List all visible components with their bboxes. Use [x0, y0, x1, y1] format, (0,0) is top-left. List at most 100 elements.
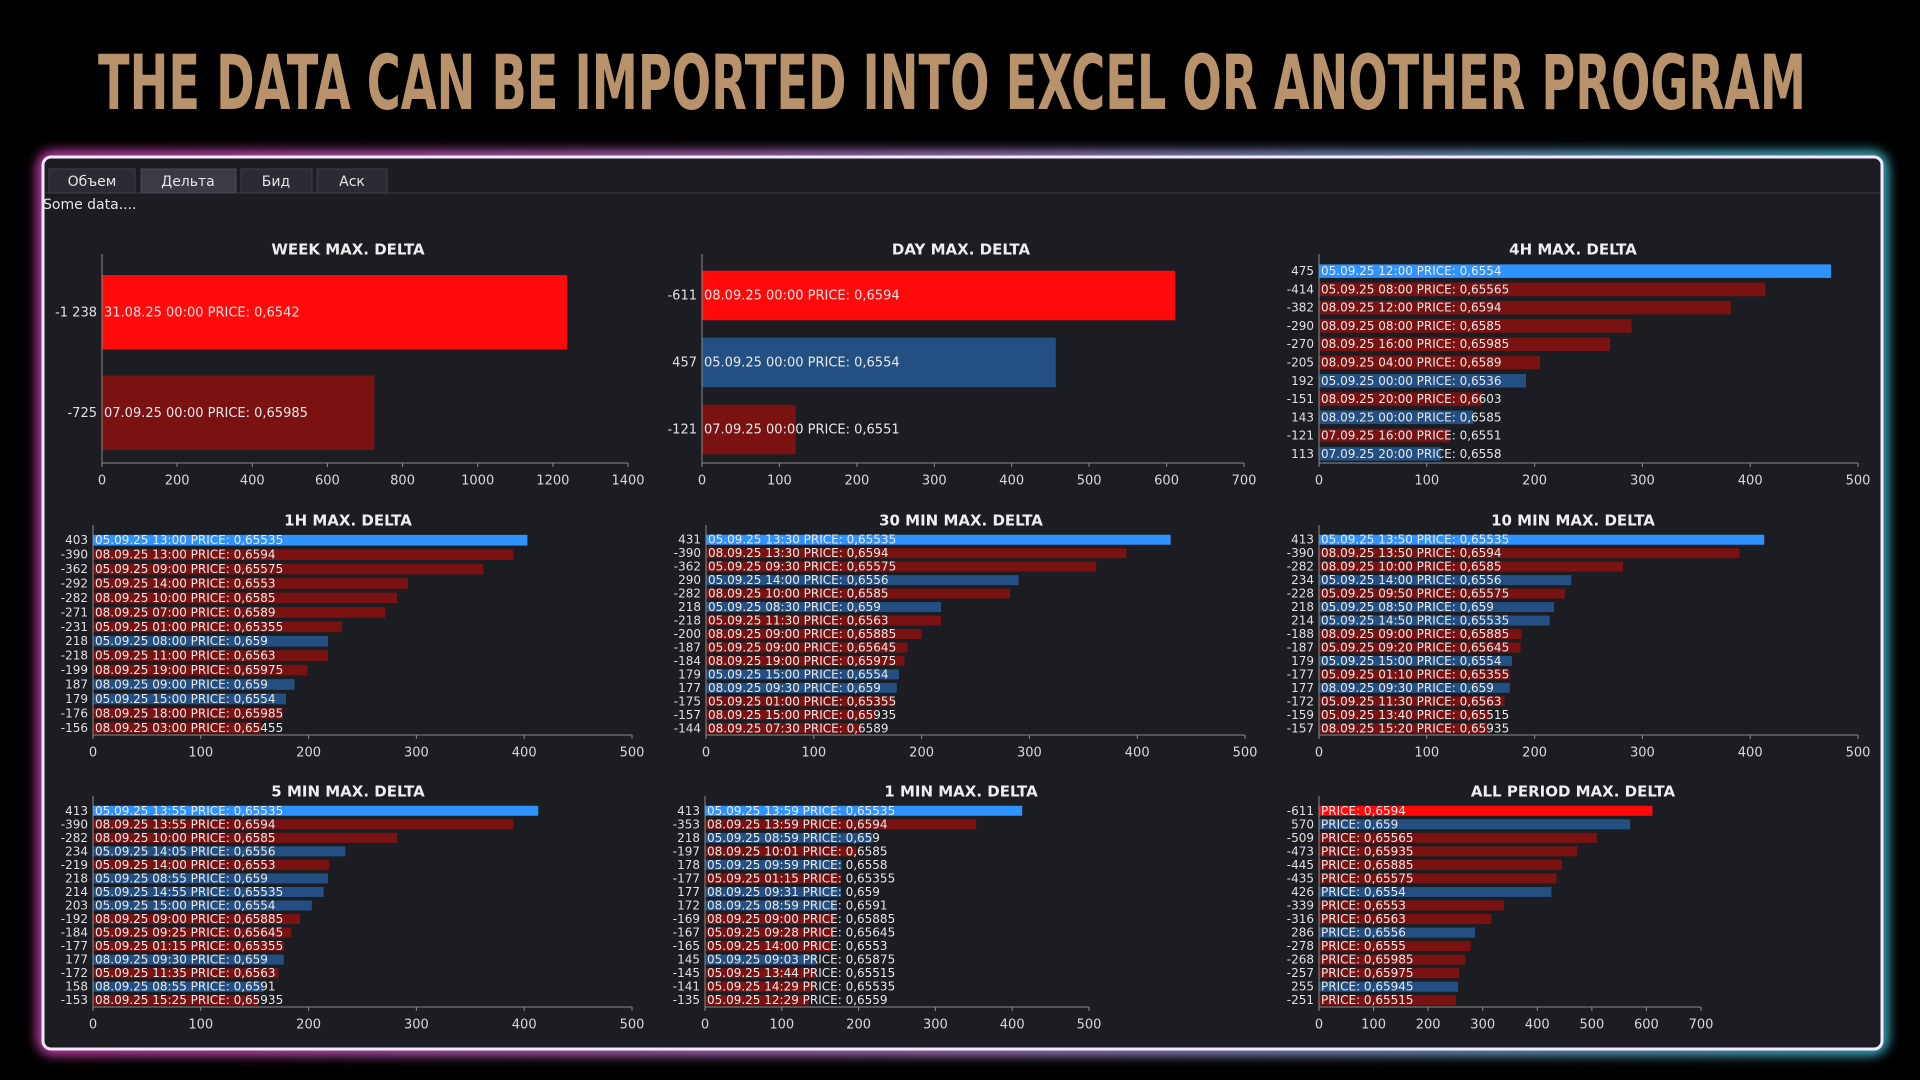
bar-label: 05.09.25 00:00 PRICE: 0,6554 [704, 356, 900, 371]
bar-label: 08.09.25 19:00 PRICE: 0,65975 [708, 654, 896, 668]
bar-label: 05.09.25 13:40 PRICE: 0,65515 [1321, 708, 1509, 722]
bar [705, 832, 873, 843]
value-label: -473 [1287, 844, 1314, 858]
tab-label[interactable]: Дельта [161, 174, 214, 190]
tab[interactable] [316, 168, 388, 194]
bar-label: 08.09.25 10:00 PRICE: 0,6585 [95, 831, 276, 845]
bar-label: 05.09.25 14:00 PRICE: 0,6553 [707, 939, 888, 953]
bar [1319, 805, 1653, 816]
tab[interactable] [240, 168, 313, 194]
value-label: -353 [673, 817, 700, 831]
bar [706, 682, 897, 693]
x-tick-label: 300 [922, 474, 947, 489]
value-label: -219 [61, 858, 88, 872]
bar-label: 05.09.25 01:15 PRICE: 0,65355 [707, 871, 895, 885]
bar [93, 650, 329, 661]
x-tick-label: 200 [909, 746, 934, 761]
value-label: 431 [678, 533, 701, 547]
x-tick-label: 1200 [536, 474, 569, 489]
value-label: -218 [61, 649, 88, 663]
bar-label: 08.09.25 10:01 PRICE: 0,6585 [707, 844, 888, 858]
bar-label: 08.09.25 00:00 PRICE: 0,6594 [704, 289, 900, 304]
panel-title: 10 MIN MAX. DELTA [1491, 512, 1655, 530]
bar [1319, 873, 1557, 884]
bar [93, 693, 286, 705]
value-label: -175 [674, 694, 701, 708]
bar-label: 07.09.25 00:00 PRICE: 0,65985 [104, 406, 308, 421]
value-label: -1 238 [55, 305, 97, 320]
x-tick-label: 300 [1630, 746, 1655, 761]
bar [93, 578, 408, 589]
bar [1319, 602, 1555, 613]
x-tick-label: 600 [1154, 474, 1179, 489]
bar [93, 914, 300, 925]
value-label: 218 [678, 600, 701, 614]
value-label: 113 [1291, 447, 1314, 461]
tab[interactable] [48, 168, 136, 194]
x-tick-label: 500 [620, 746, 645, 761]
bar-label: 08.09.25 09:30 PRICE: 0,659 [708, 681, 881, 695]
x-tick-label: 200 [296, 746, 321, 761]
x-tick-label: 1000 [461, 474, 494, 489]
value-label: 457 [672, 356, 697, 371]
bar [1319, 534, 1765, 545]
bar [1319, 954, 1466, 965]
tab-label[interactable]: Объем [68, 174, 117, 190]
bar-label: PRICE: 0,65985 [1321, 953, 1414, 967]
bar [1319, 575, 1572, 586]
bar-label: 07.09.25 00:00 PRICE: 0,6551 [704, 423, 900, 438]
bar-label: 05.09.25 01:10 PRICE: 0,65355 [1321, 667, 1509, 681]
bar [93, 607, 386, 618]
x-tick-label: 0 [698, 474, 706, 489]
x-tick-label: 200 [296, 1018, 321, 1033]
bar [93, 859, 330, 870]
bar-label: 08.09.25 15:25 PRICE: 0,65935 [95, 993, 283, 1007]
value-label: -362 [674, 560, 701, 574]
value-label: -268 [1287, 953, 1314, 967]
bar-label: 08.09.25 13:50 PRICE: 0,6594 [1321, 546, 1502, 560]
x-tick-label: 0 [701, 1018, 709, 1033]
x-tick-label: 100 [188, 1018, 213, 1033]
bar-label: 08.09.25 15:00 PRICE: 0,65935 [708, 708, 896, 722]
bar-label: 05.09.25 01:00 PRICE: 0,65355 [708, 694, 896, 708]
value-label: 179 [678, 667, 701, 681]
value-label: -176 [61, 706, 88, 720]
x-tick-label: 100 [1414, 474, 1439, 489]
bar-label: PRICE: 0,65945 [1321, 980, 1414, 994]
value-label: -187 [1287, 640, 1314, 654]
bar [93, 679, 295, 690]
bar-label: 05.09.25 13:00 PRICE: 0,65535 [95, 533, 283, 547]
value-label: 475 [1291, 264, 1314, 278]
value-label: -257 [1287, 966, 1314, 980]
bar-label: 05.09.25 14:50 PRICE: 0,65535 [1321, 614, 1509, 628]
bar [1319, 832, 1597, 843]
bar [1319, 410, 1474, 425]
bar [1319, 588, 1565, 599]
bar-label: 05.09.25 09:03 PRICE: 0,65875 [707, 953, 895, 967]
value-label: -339 [1287, 899, 1314, 913]
tab-label[interactable]: Бид [262, 174, 290, 190]
x-tick-label: 0 [89, 746, 97, 761]
bar [706, 561, 1097, 572]
bar [705, 941, 832, 952]
x-tick-label: 300 [923, 1018, 948, 1033]
value-label: -184 [61, 926, 88, 940]
bar-label: 08.09.25 15:20 PRICE: 0,65935 [1321, 721, 1509, 735]
bar [102, 375, 375, 450]
x-tick-label: 500 [1846, 746, 1871, 761]
bar-label: 08.09.25 03:00 PRICE: 0,65455 [95, 721, 283, 735]
headline: THE DATA CAN BE IMPORTED INTO EXCEL OR A… [98, 38, 1806, 127]
bar-label: 08.09.25 04:00 PRICE: 0,6589 [1321, 356, 1502, 370]
x-tick-label: 600 [1634, 1018, 1659, 1033]
value-label: -172 [61, 966, 88, 980]
tab-label[interactable]: Аск [339, 174, 365, 190]
tab-selected[interactable] [140, 168, 237, 194]
bar [702, 337, 1056, 388]
bar [93, 995, 258, 1006]
bar [1319, 981, 1459, 992]
bar-label: 08.09.25 10:00 PRICE: 0,6585 [708, 587, 889, 601]
value-label: -205 [1287, 356, 1314, 370]
value-label: 187 [65, 678, 88, 692]
bar [706, 629, 922, 639]
value-label: -271 [61, 605, 88, 619]
